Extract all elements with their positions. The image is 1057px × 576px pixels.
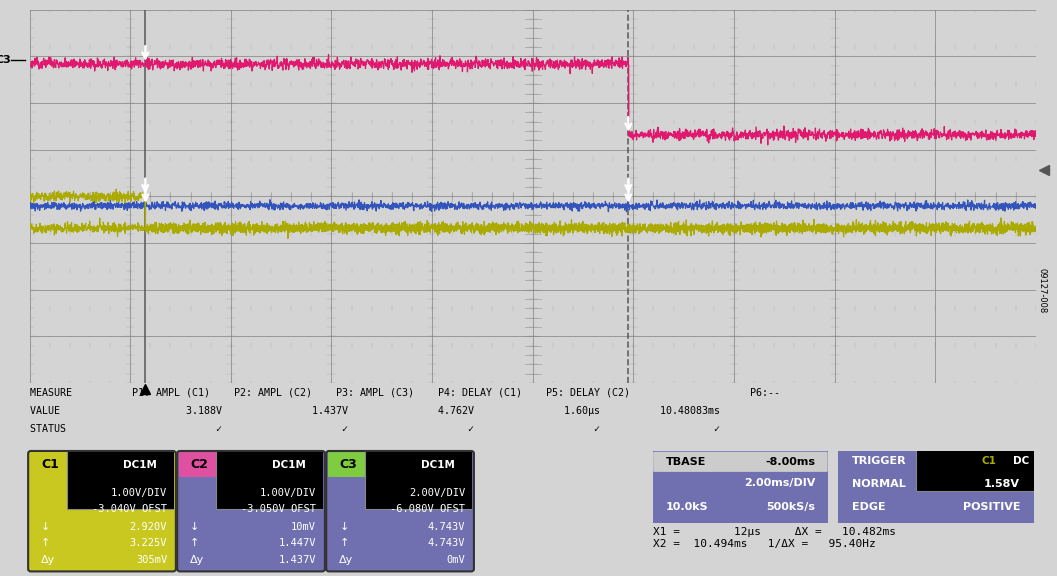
Text: 0mV: 0mV: [446, 555, 465, 564]
FancyBboxPatch shape: [834, 449, 1038, 524]
Text: 305mV: 305mV: [136, 555, 167, 564]
Text: 10.0kS: 10.0kS: [666, 502, 708, 512]
Text: 1.437V: 1.437V: [279, 555, 316, 564]
FancyBboxPatch shape: [178, 451, 324, 571]
Text: -8.00ms: -8.00ms: [765, 457, 815, 467]
Text: -6.080V OFST: -6.080V OFST: [390, 504, 465, 514]
Text: 10mV: 10mV: [291, 521, 316, 532]
FancyBboxPatch shape: [179, 452, 323, 477]
Text: TRIGGER: TRIGGER: [852, 456, 907, 467]
Text: STATUS                         ✓                    ✓                    ✓      : STATUS ✓ ✓ ✓: [30, 424, 720, 434]
Text: 1.58V: 1.58V: [984, 479, 1020, 489]
FancyBboxPatch shape: [217, 419, 361, 509]
Text: NORMAL: NORMAL: [852, 479, 906, 489]
Text: 500kS/s: 500kS/s: [766, 502, 815, 512]
Text: MEASURE          P1: AMPL (C1)    P2: AMPL (C2)    P3: AMPL (C3)    P4: DELAY (C: MEASURE P1: AMPL (C1) P2: AMPL (C2) P3: …: [30, 388, 780, 397]
FancyBboxPatch shape: [650, 449, 831, 524]
FancyBboxPatch shape: [916, 431, 1057, 491]
Text: 4.743V: 4.743V: [428, 538, 465, 548]
Text: ↑: ↑: [190, 538, 200, 548]
Text: 4.743V: 4.743V: [428, 521, 465, 532]
FancyBboxPatch shape: [653, 452, 828, 472]
Text: VALUE                     3.188V               1.437V               4.762V      : VALUE 3.188V 1.437V 4.762V: [30, 406, 720, 416]
Text: ↓: ↓: [41, 521, 51, 532]
Text: C3: C3: [339, 458, 357, 471]
Text: 1.00V/DIV: 1.00V/DIV: [111, 488, 167, 498]
Text: C1: C1: [982, 456, 997, 467]
Text: Δy: Δy: [41, 555, 55, 564]
Text: 09127-008: 09127-008: [1038, 268, 1046, 313]
Text: ↓: ↓: [339, 521, 349, 532]
Text: DC1M: DC1M: [421, 460, 455, 469]
Text: ↑: ↑: [339, 538, 349, 548]
Text: 2.00ms/DIV: 2.00ms/DIV: [744, 479, 815, 488]
Text: C3: C3: [0, 55, 12, 65]
Text: 2.00V/DIV: 2.00V/DIV: [409, 488, 465, 498]
FancyBboxPatch shape: [30, 452, 174, 477]
Text: -3.040V OFST: -3.040V OFST: [92, 504, 167, 514]
Text: DC1M: DC1M: [123, 460, 156, 469]
Text: 1.00V/DIV: 1.00V/DIV: [260, 488, 316, 498]
Text: DC1M: DC1M: [272, 460, 305, 469]
Text: ↓: ↓: [190, 521, 200, 532]
Text: 1.447V: 1.447V: [279, 538, 316, 548]
Text: C1: C1: [41, 458, 59, 471]
Text: Δy: Δy: [190, 555, 204, 564]
FancyBboxPatch shape: [327, 451, 474, 571]
FancyBboxPatch shape: [29, 451, 175, 571]
Text: POSITIVE: POSITIVE: [963, 502, 1020, 512]
Text: 2.920V: 2.920V: [130, 521, 167, 532]
Text: EDGE: EDGE: [852, 502, 886, 512]
Text: TBASE: TBASE: [666, 457, 706, 467]
FancyBboxPatch shape: [328, 452, 472, 477]
Text: ↑: ↑: [41, 538, 51, 548]
Text: C2: C2: [190, 458, 208, 471]
Text: -3.050V OFST: -3.050V OFST: [241, 504, 316, 514]
Text: 3.225V: 3.225V: [130, 538, 167, 548]
Text: Δy: Δy: [339, 555, 353, 564]
Text: DC: DC: [1014, 456, 1030, 467]
FancyBboxPatch shape: [366, 419, 511, 509]
FancyBboxPatch shape: [68, 419, 212, 509]
Text: X1 =        12μs     ΔX =   10.482ms
X2 =  10.494ms   1/ΔX =   95.40Hz: X1 = 12μs ΔX = 10.482ms X2 = 10.494ms 1/…: [653, 527, 896, 548]
